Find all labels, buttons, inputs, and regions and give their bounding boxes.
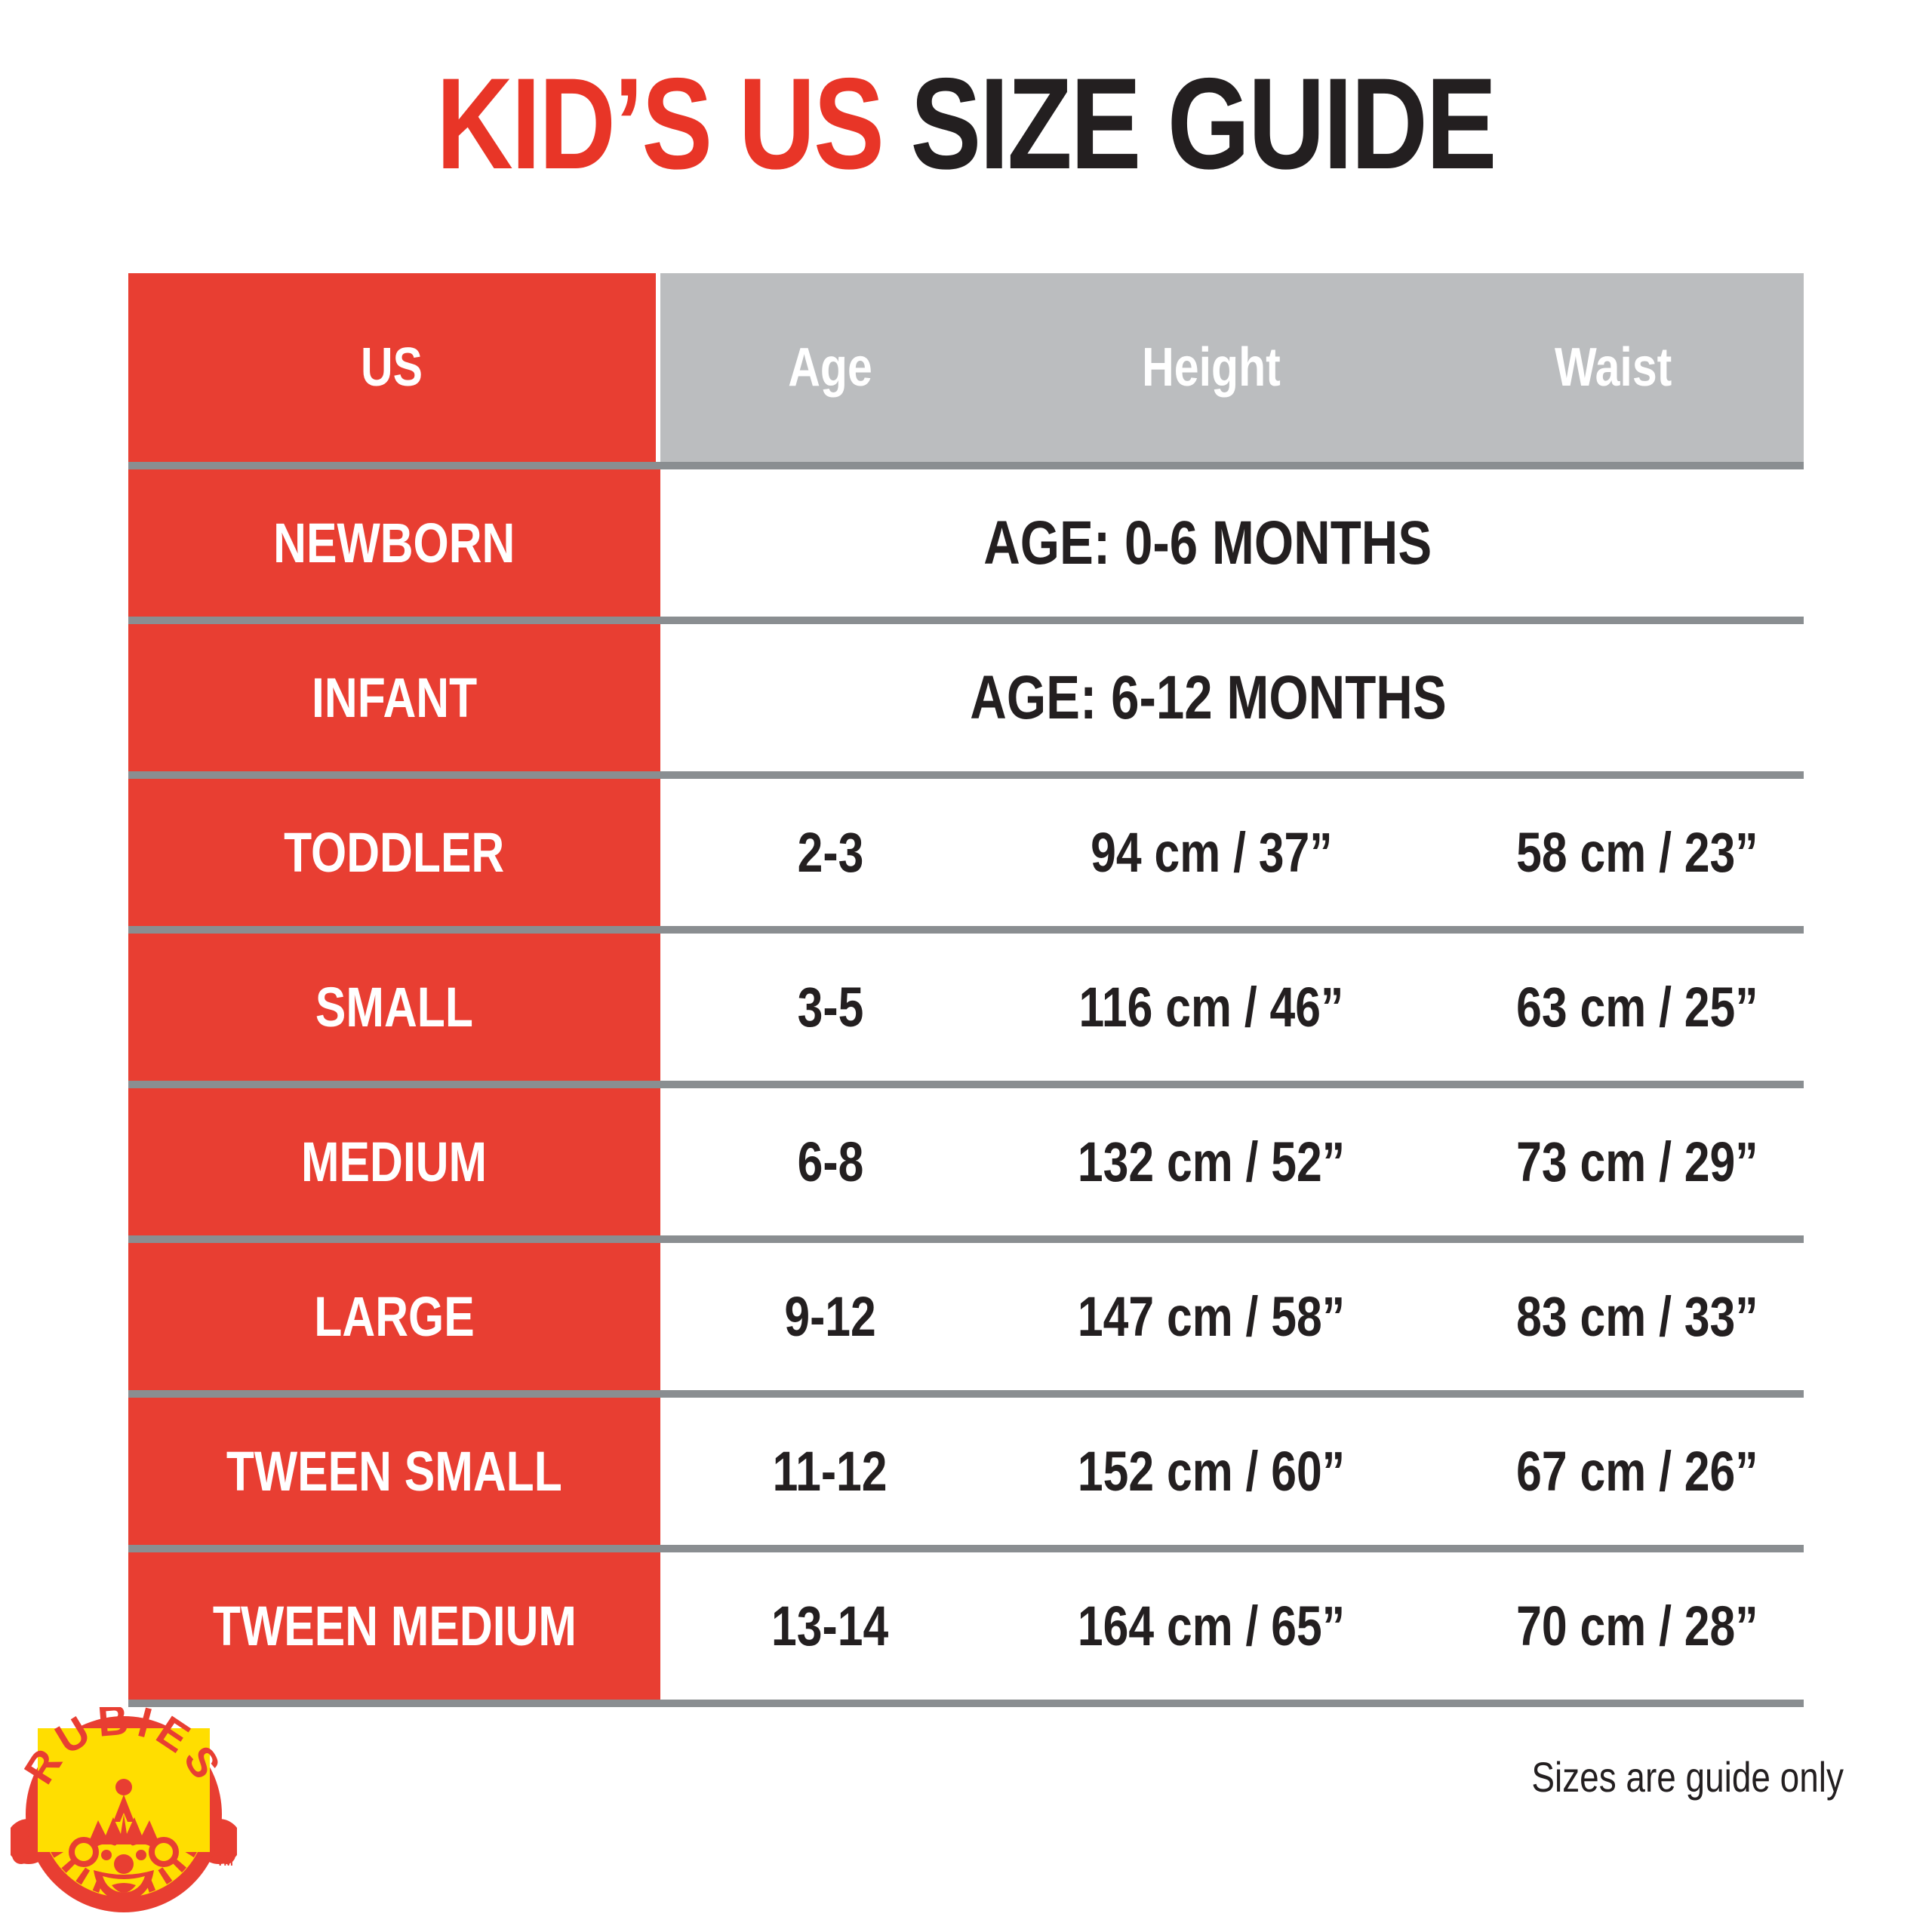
size-label: TWEEN SMALL [128, 1398, 660, 1545]
table-row-large: LARGE 9-12 147 cm / 58” 83 cm / 33” [128, 1235, 1804, 1390]
height-value: 116 cm / 46” [1000, 934, 1423, 1081]
table-row-small: SMALL 3-5 116 cm / 46” 63 cm / 25” [128, 926, 1804, 1081]
age-span-value: AGE: 6-12 MONTHS [660, 624, 1804, 771]
column-header-waist: Waist [1423, 273, 1804, 462]
footer-note: Sizes are guide only [1531, 1753, 1844, 1801]
age-value: 2-3 [660, 779, 1000, 926]
waist-value: 73 cm / 29” [1423, 1088, 1804, 1235]
waist-value: 70 cm / 28” [1423, 1552, 1804, 1700]
age-value: 13-14 [660, 1552, 1000, 1700]
column-header-height: Height [1000, 273, 1423, 462]
size-label: SMALL [128, 934, 660, 1081]
waist-value: 67 cm / 26” [1423, 1398, 1804, 1545]
height-value: 164 cm / 65” [1000, 1552, 1423, 1700]
table-row-medium: MEDIUM 6-8 132 cm / 52” 73 cm / 29” [128, 1081, 1804, 1235]
table-row-infant: INFANT AGE: 6-12 MONTHS [128, 617, 1804, 771]
height-value: 147 cm / 58” [1000, 1243, 1423, 1390]
height-value: 94 cm / 37” [1000, 779, 1423, 926]
column-header-us: US [128, 273, 660, 462]
table-row-toddler: TODDLER 2-3 94 cm / 37” 58 cm / 23” [128, 771, 1804, 926]
table-row-newborn: NEWBORN AGE: 0-6 MONTHS [128, 462, 1804, 617]
page-title: KID’S US SIZE GUIDE [0, 51, 1932, 196]
rubies-logo: RUBIES TM [6, 1695, 242, 1927]
age-value: 6-8 [660, 1088, 1000, 1235]
waist-value: 83 cm / 33” [1423, 1243, 1804, 1390]
table-row-tween-small: TWEEN SMALL 11-12 152 cm / 60” 67 cm / 2… [128, 1390, 1804, 1545]
waist-value: 63 cm / 25” [1423, 934, 1804, 1081]
age-span-value: AGE: 0-6 MONTHS [660, 469, 1804, 617]
column-header-age: Age [660, 273, 1000, 462]
table-header-row: US Age Height Waist [128, 273, 1804, 462]
size-label: MEDIUM [128, 1088, 660, 1235]
age-value: 9-12 [660, 1243, 1000, 1390]
rubies-logo-icon: RUBIES TM [6, 1695, 242, 1912]
age-value: 3-5 [660, 934, 1000, 1081]
height-value: 152 cm / 60” [1000, 1398, 1423, 1545]
title-rest: SIZE GUIDE [910, 51, 1497, 196]
title-highlight: KID’S US [436, 51, 884, 196]
size-label: TWEEN MEDIUM [128, 1552, 660, 1700]
waist-value: 58 cm / 23” [1423, 779, 1804, 926]
height-value: 132 cm / 52” [1000, 1088, 1423, 1235]
table-row-tween-medium: TWEEN MEDIUM 13-14 164 cm / 65” 70 cm / … [128, 1545, 1804, 1707]
size-label: NEWBORN [128, 469, 660, 617]
size-guide-table: US Age Height Waist NEWBORN AGE: 0-6 MON… [128, 273, 1804, 1707]
age-value: 11-12 [660, 1398, 1000, 1545]
size-label: INFANT [128, 624, 660, 771]
size-label: TODDLER [128, 779, 660, 926]
size-label: LARGE [128, 1243, 660, 1390]
logo-tm-text: TM [217, 1856, 233, 1869]
